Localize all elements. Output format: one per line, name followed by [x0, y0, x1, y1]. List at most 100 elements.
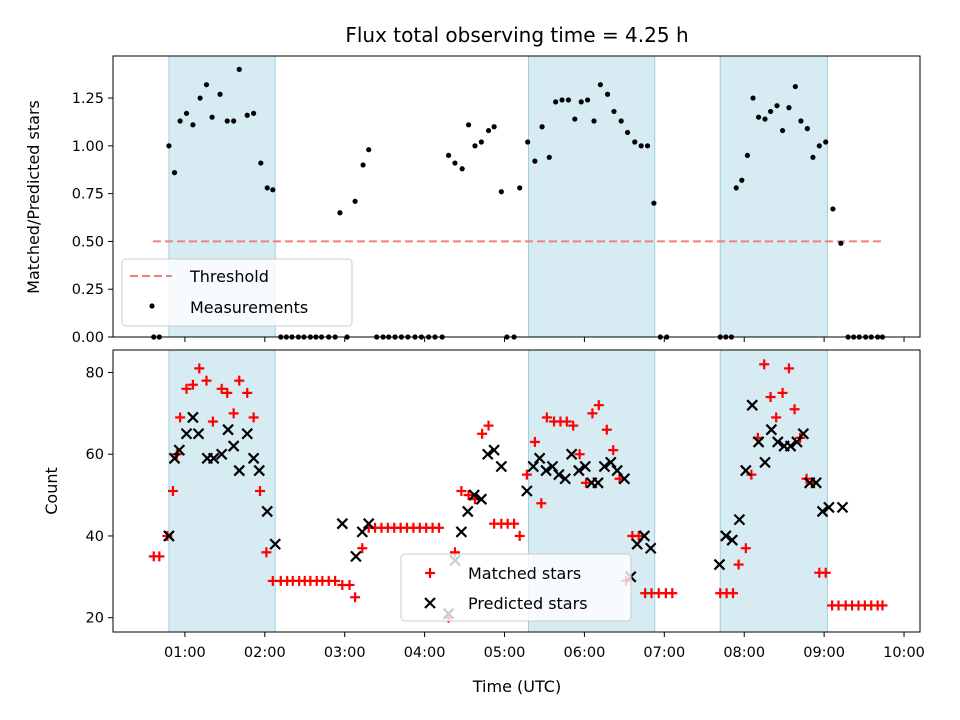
predicted-star-point: [598, 460, 611, 473]
matched-star-point: [574, 449, 585, 460]
matched-star-point: [201, 375, 212, 386]
matched-star-point: [162, 530, 173, 541]
predicted-star-point: [521, 485, 533, 497]
xtick-label: 04:00: [404, 645, 446, 661]
matched-star-point: [759, 359, 770, 370]
legend-cross-marker: [424, 597, 436, 609]
top-panel: 0.00 0.25 0.50 0.75 1.00 1.25 Matched/Predict…: [24, 55, 921, 346]
matched-star-point: [593, 400, 604, 411]
matched-star-point: [167, 486, 178, 496]
matched-star-point: [568, 420, 579, 431]
matched-star-point: [433, 522, 444, 533]
predicted-star-point: [836, 501, 849, 514]
measurement-point: [539, 124, 545, 130]
predicted-star-point: [559, 472, 572, 485]
measurement-point: [459, 166, 465, 172]
measurement-point: [452, 160, 458, 166]
predicted-star-point: [207, 452, 220, 465]
measurement-point: [337, 210, 343, 216]
predicted-star-point: [638, 530, 651, 542]
matched-star-point: [175, 412, 186, 423]
predicted-star-point: [765, 423, 778, 436]
matched-star-point: [789, 404, 800, 415]
measurement-point: [258, 160, 264, 166]
measurement-point: [779, 127, 786, 134]
measurements-legend-label: Measurements: [190, 298, 308, 317]
xtick-label: 03:00: [324, 645, 366, 661]
bottom-ytick-label: 80: [86, 365, 104, 381]
matched-star-point: [228, 408, 239, 419]
predicted-star-point: [565, 448, 578, 460]
measurement-point: [744, 152, 751, 159]
measurement-point: [203, 82, 210, 88]
measurement-point: [532, 158, 538, 164]
chart-title: Flux total observing time = 4.25 h: [345, 23, 688, 47]
matched-star-point: [536, 498, 547, 509]
top-legend-box: [121, 258, 353, 327]
xtick-label: 08:00: [723, 645, 765, 661]
measurement-point: [171, 170, 178, 176]
predicted-star-point: [261, 505, 273, 518]
threshold-legend-label: Threshold: [189, 267, 269, 286]
matched-star-point: [216, 383, 227, 394]
bottom-y-axis-label: Count: [42, 467, 61, 515]
measurement-point: [767, 108, 774, 115]
predicted-star-point: [746, 399, 758, 411]
measurement-point: [478, 139, 484, 145]
top-ytick-label: 0.75: [72, 187, 104, 203]
measurement-point: [360, 162, 366, 168]
measurement-point: [651, 200, 657, 206]
predicted-star-point: [740, 464, 752, 477]
top-legend: Threshold Measurements: [121, 258, 353, 327]
bottom-ytick-label: 60: [86, 447, 104, 463]
xtick-label: 10:00: [883, 645, 925, 661]
matched-star-point: [514, 530, 525, 541]
matched-star-point: [733, 559, 744, 570]
predicted-star-point: [771, 436, 784, 448]
measurement-point: [491, 124, 497, 130]
measurement-point: [618, 118, 624, 124]
measurement-point: [611, 108, 617, 115]
measurement-point: [792, 83, 798, 90]
predicted-star-point: [173, 444, 186, 456]
matched-star-point: [587, 408, 598, 419]
predicted-star-point: [488, 444, 500, 456]
matched-star-point: [608, 445, 619, 456]
measurement-point: [804, 126, 810, 132]
matched-star-point: [728, 588, 739, 599]
matched-star-point: [234, 375, 245, 386]
predicted-stars-legend-swatch: [424, 597, 436, 609]
measurement-point: [244, 112, 250, 118]
legend-plus-marker: [425, 568, 435, 578]
matched-star-point: [541, 412, 552, 423]
xtick-label: 07:00: [643, 645, 685, 661]
measurement-point: [762, 116, 768, 122]
predicted-star-point: [605, 456, 617, 469]
predicted-star-point: [336, 517, 349, 530]
matched-star-point: [187, 379, 198, 390]
measurements-legend-swatch: [149, 303, 155, 309]
predicted-star-point: [540, 464, 552, 477]
xtick-label: 05:00: [484, 645, 526, 661]
xtick-label: 06:00: [564, 645, 606, 661]
predicted-star-point: [816, 505, 829, 518]
matched-star-point: [521, 469, 532, 480]
predicted-star-point: [726, 534, 739, 546]
predicted-stars-series: [163, 399, 849, 620]
top-observing-window-3: [719, 55, 828, 338]
matched-star-point: [667, 588, 678, 599]
top-ytick-label: 0.25: [72, 282, 104, 298]
predicted-star-point: [362, 517, 375, 530]
predicted-star-point: [247, 452, 260, 465]
predicted-star-point: [553, 468, 565, 481]
top-axes-frame: [112, 55, 921, 338]
matched-star-point: [456, 486, 467, 496]
measurement-point: [830, 206, 836, 212]
x-axis-label: Time (UTC): [472, 677, 561, 696]
predicted-star-point: [475, 493, 488, 505]
measurement-point: [565, 97, 572, 103]
measurement-point: [739, 177, 745, 183]
matched-star-point: [261, 547, 272, 558]
matched-star-point: [561, 416, 572, 427]
